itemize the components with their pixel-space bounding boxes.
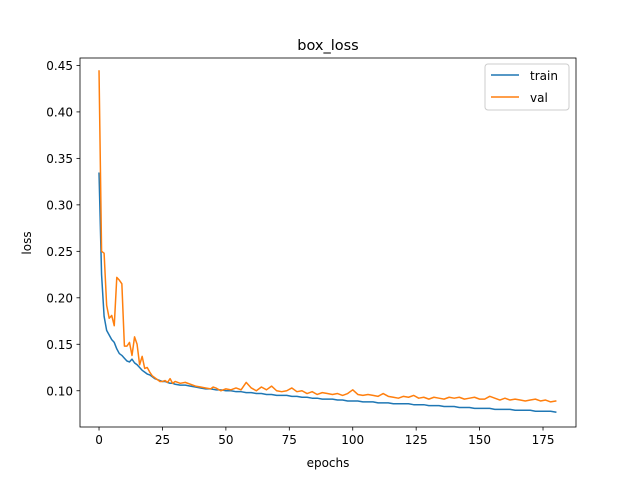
- y-tick-label: 0.45: [46, 59, 73, 73]
- legend-label-train: train: [530, 69, 558, 83]
- x-axis-ticks: 0 25 50 75 100 125 150 175: [95, 427, 554, 447]
- legend-label-val: val: [530, 91, 548, 105]
- x-tick-label: 0: [95, 433, 103, 447]
- y-tick-label: 0.10: [46, 384, 73, 398]
- x-tick-label: 125: [405, 433, 428, 447]
- y-axis-label: loss: [20, 231, 34, 254]
- x-tick-label: 50: [218, 433, 233, 447]
- y-axis-ticks: 0.10 0.15 0.20 0.25 0.30 0.35 0.40 0.45: [46, 59, 80, 398]
- axes-frame: [79, 57, 577, 428]
- x-tick-label: 175: [532, 433, 555, 447]
- legend: train val: [484, 63, 570, 111]
- y-tick-label: 0.20: [46, 291, 73, 305]
- series-layer: [98, 70, 557, 414]
- y-tick-label: 0.25: [46, 245, 73, 259]
- x-axis-label: epochs: [307, 456, 350, 470]
- series-line-val: [98, 70, 557, 403]
- series-line-train: [98, 172, 557, 414]
- x-tick-label: 75: [282, 433, 297, 447]
- y-tick-label: 0.30: [46, 198, 73, 212]
- x-tick-label: 150: [468, 433, 491, 447]
- y-tick-label: 0.35: [46, 152, 73, 166]
- plot-area: [79, 57, 577, 428]
- y-tick-label: 0.40: [46, 105, 73, 119]
- x-tick-label: 100: [341, 433, 364, 447]
- y-tick-label: 0.15: [46, 338, 73, 352]
- x-tick-label: 25: [155, 433, 170, 447]
- chart-title: box_loss: [297, 38, 358, 54]
